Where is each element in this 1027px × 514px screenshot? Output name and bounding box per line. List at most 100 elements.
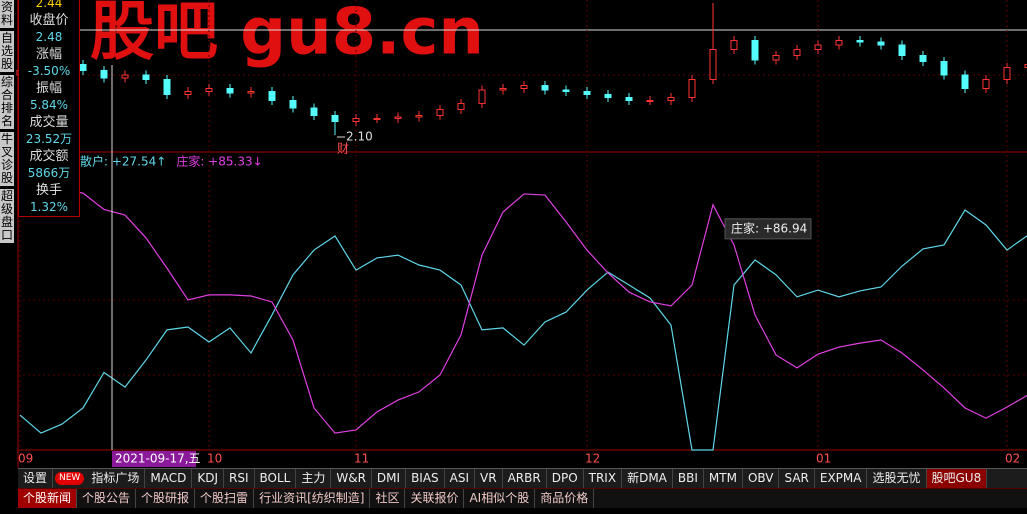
indicator-tab[interactable]: ASI [445,469,476,488]
sidebar: 资料自选股综合排名牛叉诊股超级盘口 [0,0,15,300]
candle-body [520,85,528,89]
news-tab[interactable]: AI相似个股 [464,489,536,508]
indicator-tab[interactable]: NEW [55,472,85,485]
indicator-tab[interactable]: TRIX [584,469,623,488]
info-panel: 2.44 收盘价 2.48 涨幅 -3.50% 振幅 5.84% 成交量 23.52万 成交额 5… [18,0,80,217]
indicator-tab[interactable]: VR [475,469,503,488]
indicator-tab[interactable]: 新DMA [622,469,673,488]
candle-body [562,89,570,92]
candle-body [835,40,843,46]
x-tick-label: 12 [585,452,600,466]
news-tabs: 个股新闻 个股公告 个股研报 个股扫雷 行业资讯[纺织制造] 社区 关联报价 AI相似个股 商品… [18,488,1027,508]
news-tab[interactable]: 个股研报 [136,489,196,508]
indicator-tab[interactable]: 设置 [18,469,54,488]
candle-body [268,91,276,101]
indicator-tab[interactable]: OBV [743,469,780,488]
sidebar-button[interactable]: 牛叉诊股 [0,132,14,186]
info-label: 收盘价 [29,13,69,28]
candle-body [79,64,87,71]
low-label: 2.10 [346,130,373,144]
info-label: 成交额 [29,149,69,164]
candle-body [751,40,759,61]
event-mark: 财 [337,142,349,156]
indicator-tab[interactable]: SAR [779,469,815,488]
candle-body [688,79,696,98]
indicator-tab[interactable]: BOLL [255,469,297,488]
crosshair-label: 2021-09-17,五 [115,452,201,466]
indicator-tab[interactable]: MACD [145,469,193,488]
indicator-tab[interactable]: 指标广场 [86,469,146,488]
candle-body [247,91,255,94]
indicator-tab[interactable]: DPO [547,469,584,488]
indicator-tab[interactable]: ARBR [503,469,547,488]
news-tab[interactable]: 商品价格 [535,489,595,508]
candle-body [331,115,339,122]
candle-body [352,118,360,122]
candle-body [121,74,129,79]
candle-body [772,55,780,61]
candle-body [184,91,192,95]
news-tab[interactable]: 社区 [370,489,406,508]
candle-body [940,61,948,76]
info-label: 振幅 [35,81,62,96]
legend-entry: 散户: +27.54↑ [80,154,166,169]
candle-body [709,49,717,80]
candle-body [142,74,150,80]
indicator-tab[interactable]: KDJ [192,469,224,488]
candle-body [625,97,633,101]
candle-body [1003,67,1011,80]
candle-body [373,118,381,120]
news-tab[interactable]: 行业资讯[纺织制造] [254,489,371,508]
x-tick-label: 10 [207,452,222,466]
candle-body [310,107,318,116]
indicator-tab[interactable]: BBI [673,469,704,488]
candle-body [646,100,654,102]
news-tab[interactable]: 个股新闻 [18,489,78,508]
crosshair-label-box [112,451,196,467]
news-tab[interactable]: 个股公告 [77,489,137,508]
indicator-tab[interactable]: 选股无忧 [867,469,927,488]
candle-body [877,41,885,46]
news-tab[interactable]: 关联报价 [405,489,465,508]
candle-body [583,91,591,95]
x-tick-label: 11 [354,452,369,466]
candle-body [394,116,402,119]
candle-body [856,40,864,43]
tooltip: 庄家: +86.94 [731,220,807,235]
candle-body [1024,64,1027,68]
candle-body [289,100,297,109]
candle-body [730,40,738,50]
candle-body [499,88,507,91]
indicator-tab[interactable]: RSI [224,469,255,488]
sidebar-button[interactable]: 资料 [0,0,14,28]
indicator-tabs: 设置 NEW 指标广场 MACD KDJ RSI BOLL 主力 W&R DMI BIAS ASI VR… [18,468,1027,488]
x-tick-label: 02 [1005,452,1020,466]
indicator-tab[interactable]: EXPMA [815,469,868,488]
info-value: 2.48 [35,30,63,44]
indicator-tab[interactable]: MTM [704,469,743,488]
candle-body [436,109,444,116]
info-label: 涨幅 [35,47,62,62]
x-tick-label: 09 [18,452,33,466]
info-value: 5866万 [27,166,71,180]
sidebar-button[interactable]: 综合排名 [0,75,14,129]
candle-body [604,94,612,98]
background [0,0,1027,468]
candle-body [100,70,108,79]
legend-entry: 庄家: +85.33↓ [176,154,262,169]
info-value: 1.32% [29,200,69,214]
candle-body [541,85,549,91]
news-tab[interactable]: 个股扫雷 [195,489,255,508]
indicator-tab[interactable]: 主力 [296,469,332,488]
indicator-tab[interactable]: BIAS [406,469,445,488]
indicator-tab[interactable]: DMI [372,469,407,488]
sidebar-button[interactable]: 自选股 [0,31,14,72]
info-label: 换手 [35,183,62,198]
info-label: 成交量 [29,115,69,130]
indicator-tab[interactable]: 股吧GU8 [926,469,988,488]
info-value: 23.52万 [25,132,73,146]
sidebar-button[interactable]: 超级盘口 [0,189,14,243]
candle-body [457,103,465,110]
indicator-tab[interactable]: W&R [331,469,372,488]
candle-body [163,79,171,95]
